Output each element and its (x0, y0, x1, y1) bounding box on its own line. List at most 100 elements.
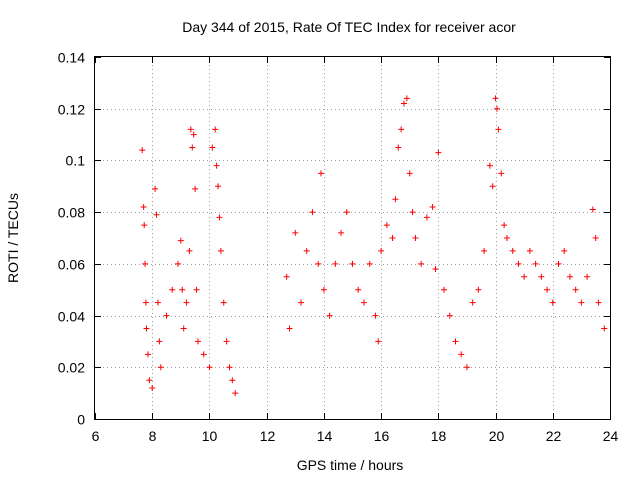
data-point (141, 222, 148, 229)
data-point (156, 338, 163, 345)
data-point (435, 149, 442, 156)
data-point (566, 273, 573, 280)
data-point (403, 95, 410, 102)
data-point (177, 237, 184, 244)
data-point (489, 183, 496, 190)
plot-area-frame (94, 56, 611, 420)
data-point (578, 299, 585, 306)
data-point (180, 325, 187, 332)
data-point (286, 325, 293, 332)
data-point (217, 247, 224, 254)
y-tick-label: 0.12 (58, 102, 85, 118)
data-point (303, 247, 310, 254)
data-point (515, 260, 522, 267)
x-tick-label: 18 (431, 428, 447, 444)
data-point (521, 273, 528, 280)
x-tick-label: 8 (149, 428, 157, 444)
data-point (220, 299, 227, 306)
data-point (532, 260, 539, 267)
data-point (174, 260, 181, 267)
data-point (315, 260, 322, 267)
data-point (589, 206, 596, 213)
data-point (458, 351, 465, 358)
data-point (200, 351, 207, 358)
data-point (229, 377, 236, 384)
data-point (349, 260, 356, 267)
data-point (195, 338, 201, 345)
data-point (441, 286, 448, 293)
data-point (154, 299, 161, 306)
data-point (153, 211, 160, 218)
y-tick-label: 0.02 (58, 360, 85, 376)
data-point (549, 299, 556, 306)
data-point (429, 203, 436, 210)
y-tick-label: 0.1 (66, 153, 86, 169)
data-point (149, 384, 156, 391)
data-point (332, 260, 339, 267)
x-axis-title: GPS time / hours (297, 457, 404, 473)
data-point (216, 214, 223, 221)
data-point (392, 196, 399, 203)
data-point (190, 131, 197, 138)
y-tick-label: 0.08 (58, 205, 85, 221)
data-point (423, 214, 430, 221)
data-point (544, 286, 551, 293)
data-point (152, 185, 159, 192)
y-tick-label: 0.06 (58, 257, 85, 273)
x-tick-label: 6 (92, 428, 100, 444)
data-point (140, 203, 147, 210)
data-point (283, 273, 290, 280)
x-tick-label: 14 (317, 428, 333, 444)
data-point (395, 144, 402, 151)
x-tick-label: 16 (374, 428, 390, 444)
data-point (561, 247, 568, 254)
data-point (163, 312, 170, 319)
data-point (412, 235, 419, 241)
data-point (432, 266, 439, 273)
data-point (320, 286, 327, 293)
data-point (232, 390, 239, 397)
data-point (495, 126, 502, 133)
x-tick-label: 24 (603, 428, 619, 444)
data-point (398, 126, 405, 133)
data-point (215, 183, 222, 190)
data-point (142, 299, 149, 306)
data-point (504, 235, 510, 241)
data-point (343, 209, 350, 216)
data-point (193, 286, 200, 293)
data-point (309, 209, 316, 216)
data-point (318, 170, 325, 177)
data-point (378, 247, 385, 254)
data-point (555, 260, 562, 267)
data-point (179, 286, 186, 293)
data-point (213, 162, 220, 169)
y-tick-label: 0.04 (58, 309, 85, 325)
x-tick-label: 10 (202, 428, 218, 444)
data-point (157, 364, 164, 371)
data-points (139, 95, 608, 397)
x-tick-label: 12 (260, 428, 276, 444)
data-point (338, 229, 345, 236)
x-tick-label: 22 (546, 428, 562, 444)
data-point (492, 95, 499, 102)
chart-title: Day 344 of 2015, Rate Of TEC Index for r… (182, 19, 516, 35)
y-tick-label: 0.14 (58, 50, 85, 66)
data-point (375, 338, 382, 345)
data-point (223, 338, 230, 345)
data-point (446, 312, 453, 319)
data-point (406, 170, 413, 177)
data-point (469, 299, 476, 306)
data-point (592, 235, 599, 241)
data-point (366, 260, 373, 267)
x-tick-label: 20 (489, 428, 505, 444)
data-point (139, 147, 146, 154)
data-point (143, 325, 150, 332)
data-point (360, 299, 367, 306)
data-point (142, 260, 149, 267)
data-point (486, 162, 493, 169)
data-point (192, 185, 199, 192)
data-point (401, 100, 407, 107)
data-point (601, 325, 608, 332)
data-point (584, 273, 591, 280)
